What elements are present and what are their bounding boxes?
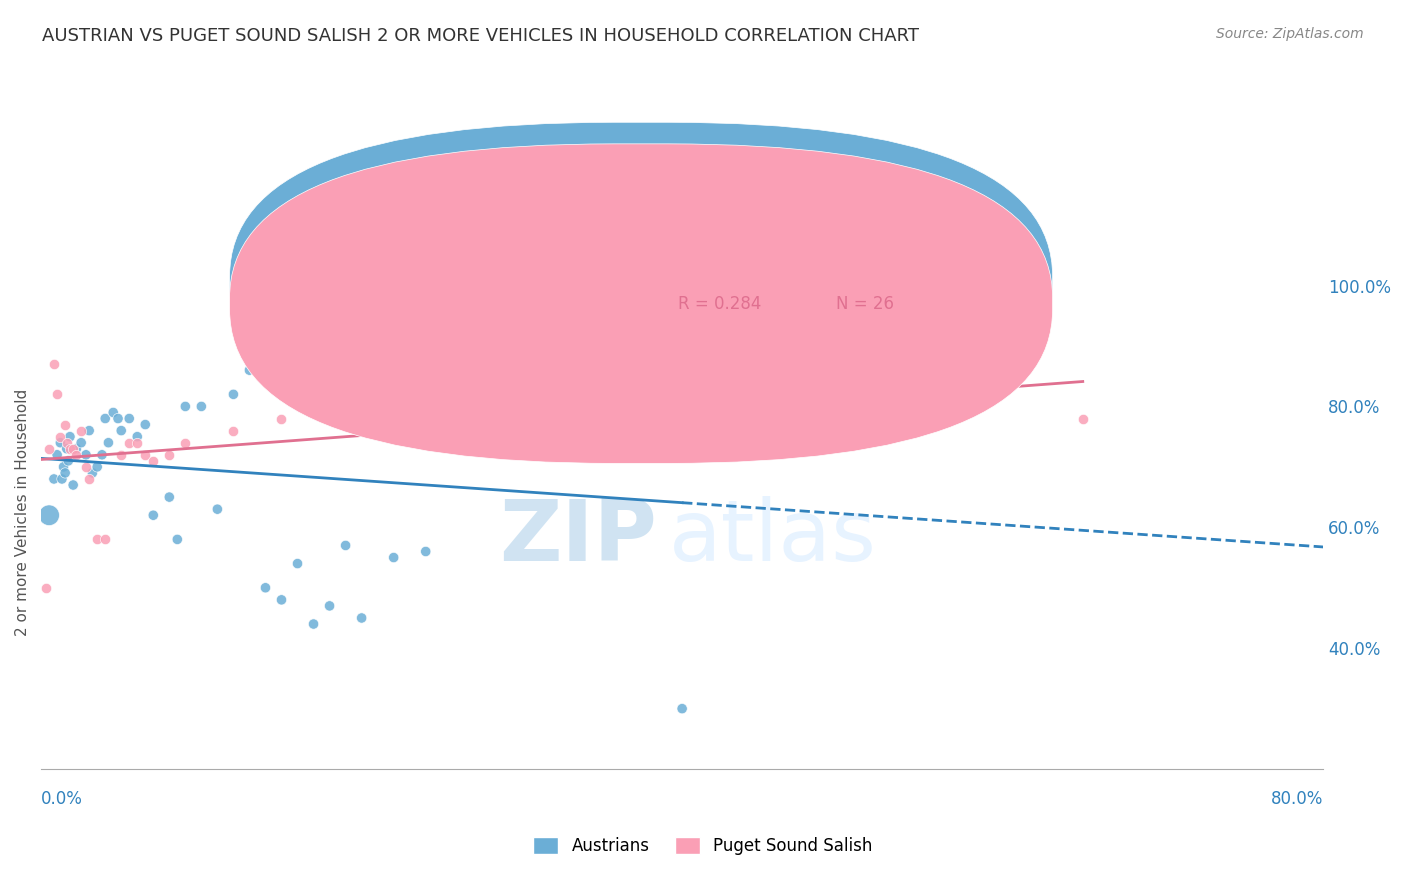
Point — [94, 533, 117, 547]
Point — [478, 296, 501, 310]
Text: 80.0%: 80.0% — [1271, 789, 1323, 807]
Point — [157, 448, 180, 462]
Point — [86, 459, 108, 474]
Point — [62, 478, 84, 492]
Point — [110, 424, 132, 438]
Point — [142, 454, 165, 468]
Point — [254, 581, 277, 595]
Point — [38, 442, 60, 456]
Point — [53, 466, 76, 480]
Point — [118, 411, 141, 425]
Point — [134, 448, 156, 462]
Point — [382, 550, 405, 565]
Point — [174, 400, 197, 414]
Point — [157, 490, 180, 504]
Point — [77, 472, 100, 486]
Point — [430, 400, 453, 414]
Point — [91, 448, 114, 462]
Point — [82, 466, 104, 480]
Point — [118, 435, 141, 450]
Point — [62, 442, 84, 456]
Point — [302, 617, 325, 632]
Point — [318, 599, 340, 613]
Point — [270, 592, 292, 607]
Text: N = 49: N = 49 — [837, 273, 894, 291]
Point — [55, 442, 77, 456]
Point — [65, 448, 87, 462]
Point — [53, 417, 76, 432]
Point — [287, 557, 309, 571]
Point — [174, 435, 197, 450]
Point — [58, 454, 80, 468]
Point — [238, 363, 260, 377]
Text: N = 26: N = 26 — [837, 294, 894, 312]
Text: Source: ZipAtlas.com: Source: ZipAtlas.com — [1216, 27, 1364, 41]
Point — [42, 357, 65, 371]
Point — [127, 435, 149, 450]
Point — [97, 435, 120, 450]
Point — [42, 472, 65, 486]
Point — [86, 533, 108, 547]
Point — [110, 448, 132, 462]
Text: atlas: atlas — [669, 496, 877, 580]
Text: AUSTRIAN VS PUGET SOUND SALISH 2 OR MORE VEHICLES IN HOUSEHOLD CORRELATION CHART: AUSTRIAN VS PUGET SOUND SALISH 2 OR MORE… — [42, 27, 920, 45]
Point — [94, 411, 117, 425]
Point — [222, 387, 245, 401]
Point — [75, 459, 97, 474]
Point — [77, 424, 100, 438]
Point — [59, 442, 82, 456]
Point — [49, 430, 72, 444]
Point — [463, 400, 485, 414]
Point — [103, 405, 125, 419]
Point — [107, 411, 129, 425]
Point — [543, 285, 565, 299]
Text: R = 0.281: R = 0.281 — [678, 273, 762, 291]
Point — [495, 285, 517, 299]
Text: 0.0%: 0.0% — [41, 789, 83, 807]
Point — [65, 442, 87, 456]
Point — [350, 611, 373, 625]
Point — [142, 508, 165, 523]
Point — [38, 508, 60, 523]
Legend: Austrians, Puget Sound Salish: Austrians, Puget Sound Salish — [527, 830, 879, 862]
Point — [70, 424, 93, 438]
Point — [134, 417, 156, 432]
FancyBboxPatch shape — [229, 122, 1053, 442]
Point — [49, 435, 72, 450]
FancyBboxPatch shape — [229, 144, 1053, 464]
Point — [46, 387, 69, 401]
Point — [190, 400, 212, 414]
Point — [55, 435, 77, 450]
Point — [1071, 411, 1094, 425]
Point — [35, 581, 58, 595]
Point — [335, 538, 357, 552]
Point — [46, 448, 69, 462]
Point — [127, 430, 149, 444]
Y-axis label: 2 or more Vehicles in Household: 2 or more Vehicles in Household — [15, 389, 30, 636]
Text: R = 0.284: R = 0.284 — [678, 294, 762, 312]
Text: ZIP: ZIP — [499, 496, 657, 580]
Point — [911, 345, 934, 359]
Point — [207, 502, 229, 516]
Point — [52, 459, 75, 474]
FancyBboxPatch shape — [586, 263, 990, 333]
Point — [51, 472, 73, 486]
Point — [75, 448, 97, 462]
Point — [70, 435, 93, 450]
Point — [270, 411, 292, 425]
Point — [166, 533, 188, 547]
Point — [415, 544, 437, 558]
Point — [671, 701, 693, 715]
Point — [59, 430, 82, 444]
Point — [222, 424, 245, 438]
